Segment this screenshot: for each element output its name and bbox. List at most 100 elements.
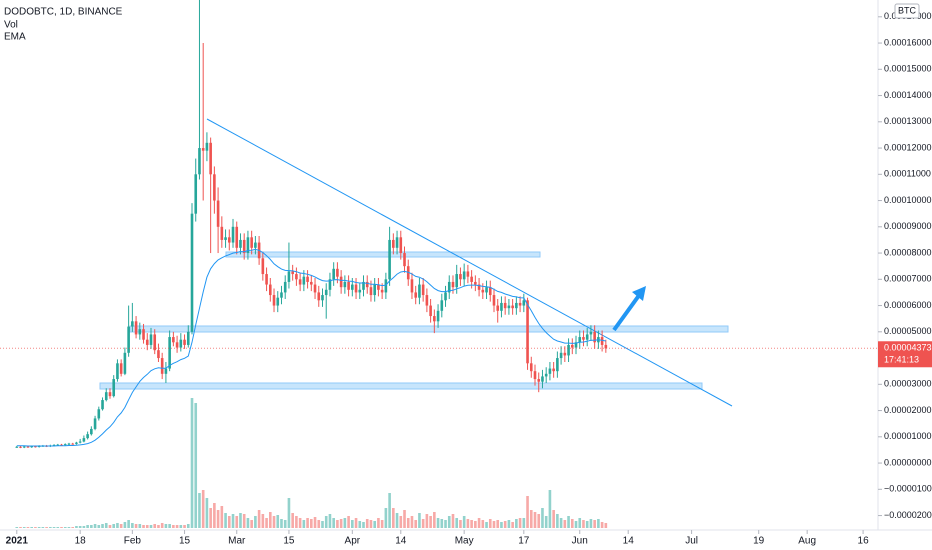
candle-body <box>507 305 511 309</box>
candle-body <box>131 321 134 327</box>
volume-bar <box>49 527 52 528</box>
y-tick-label: 0.00001000 <box>884 431 932 441</box>
volume-bar <box>63 527 67 528</box>
candle-body <box>377 284 380 290</box>
volume-bar <box>276 515 280 528</box>
volume-bar <box>462 516 466 528</box>
volume-bar <box>399 516 403 528</box>
y-tick-label: 0.00007000 <box>884 274 932 284</box>
volume-bar <box>321 521 324 528</box>
volume-bar <box>78 526 82 528</box>
volume-bar <box>190 398 194 528</box>
candle-body <box>224 237 227 240</box>
candle-body <box>160 358 164 374</box>
candle-body <box>604 344 608 349</box>
candle-body <box>317 292 321 301</box>
candle-body <box>429 305 432 317</box>
x-tick-label: May <box>455 536 474 547</box>
candle-body <box>440 300 444 311</box>
candle-body <box>328 279 332 290</box>
volume-bar <box>522 518 526 528</box>
volume-bar <box>507 520 511 528</box>
y-tick-label: 0.00013000 <box>884 116 932 126</box>
x-tick-label: Aug <box>798 536 816 547</box>
volume-bar <box>306 518 309 528</box>
candle-body <box>179 339 183 348</box>
volume-bar <box>380 520 384 528</box>
volume-bar <box>283 520 287 528</box>
candle-body <box>239 239 242 248</box>
volume-bar <box>365 519 369 528</box>
candle-body <box>362 281 365 290</box>
volume-bar <box>213 503 216 528</box>
candle-body <box>97 409 101 419</box>
volume-bar <box>235 516 239 528</box>
volume-bar <box>295 516 298 528</box>
volume-bar <box>410 516 414 528</box>
volume-bar <box>153 524 157 528</box>
candle-body <box>522 300 526 306</box>
volume-bar <box>313 517 317 528</box>
zone <box>225 251 541 258</box>
candle-body <box>533 371 537 380</box>
candle-body <box>186 331 190 345</box>
candle-body <box>492 295 496 306</box>
candle-body <box>56 444 60 446</box>
volume-bar <box>30 527 33 528</box>
volume-bar <box>373 521 376 528</box>
candle-body <box>198 148 201 175</box>
candle-body <box>515 302 518 309</box>
y-tick-label: 0.00000000 <box>884 457 932 467</box>
y-tick-label: 0.00010000 <box>884 195 932 205</box>
candle-body <box>216 200 220 227</box>
candle-body <box>261 258 265 275</box>
candle-body <box>183 339 186 345</box>
volume-bar <box>332 518 335 528</box>
volume-bar <box>354 518 358 528</box>
volume-bar <box>265 518 268 528</box>
y-tick-label: 0.00015000 <box>884 64 932 74</box>
currency-badge <box>894 3 920 19</box>
volume-bar <box>257 510 261 528</box>
candle-body <box>466 271 470 277</box>
candle-body <box>164 368 168 374</box>
candle-body <box>526 300 529 364</box>
volume-bar <box>302 520 306 528</box>
candle-body <box>384 279 388 293</box>
candle-body <box>578 337 582 343</box>
candle-body <box>354 284 358 293</box>
volume-bar <box>157 525 160 528</box>
x-tick-label: Apr <box>345 536 361 547</box>
volume-bar <box>477 518 481 528</box>
candle-body <box>477 284 481 290</box>
candle-body <box>82 438 86 442</box>
currency: BTC <box>898 5 917 15</box>
trend-line <box>206 118 733 407</box>
candle-body <box>339 276 343 288</box>
candle-body <box>119 363 123 374</box>
candle-body <box>280 292 283 298</box>
zone <box>99 382 703 390</box>
candle-body <box>19 446 22 448</box>
candle-body <box>306 276 309 282</box>
candle-body <box>227 237 231 243</box>
volume-bar <box>52 527 56 528</box>
candle-body <box>373 284 376 296</box>
candle-body <box>462 271 466 280</box>
volume-bar <box>447 516 451 528</box>
volume-bar <box>22 527 26 528</box>
candle-body <box>22 446 26 448</box>
chart-title: DODOBTC, 1D, BINANCE <box>4 7 123 18</box>
volume-bar <box>231 514 235 528</box>
volume-bar <box>548 490 552 528</box>
volume-bar <box>227 516 231 528</box>
candle-body <box>235 226 239 248</box>
volume-bar <box>67 527 71 528</box>
candle-body <box>544 373 548 377</box>
volume-bar <box>500 522 503 528</box>
arrow-head <box>632 286 646 301</box>
x-tick-label: 15 <box>283 536 295 547</box>
volume-bar <box>90 525 93 528</box>
volume-bar <box>160 523 164 528</box>
candle-body <box>380 289 384 293</box>
